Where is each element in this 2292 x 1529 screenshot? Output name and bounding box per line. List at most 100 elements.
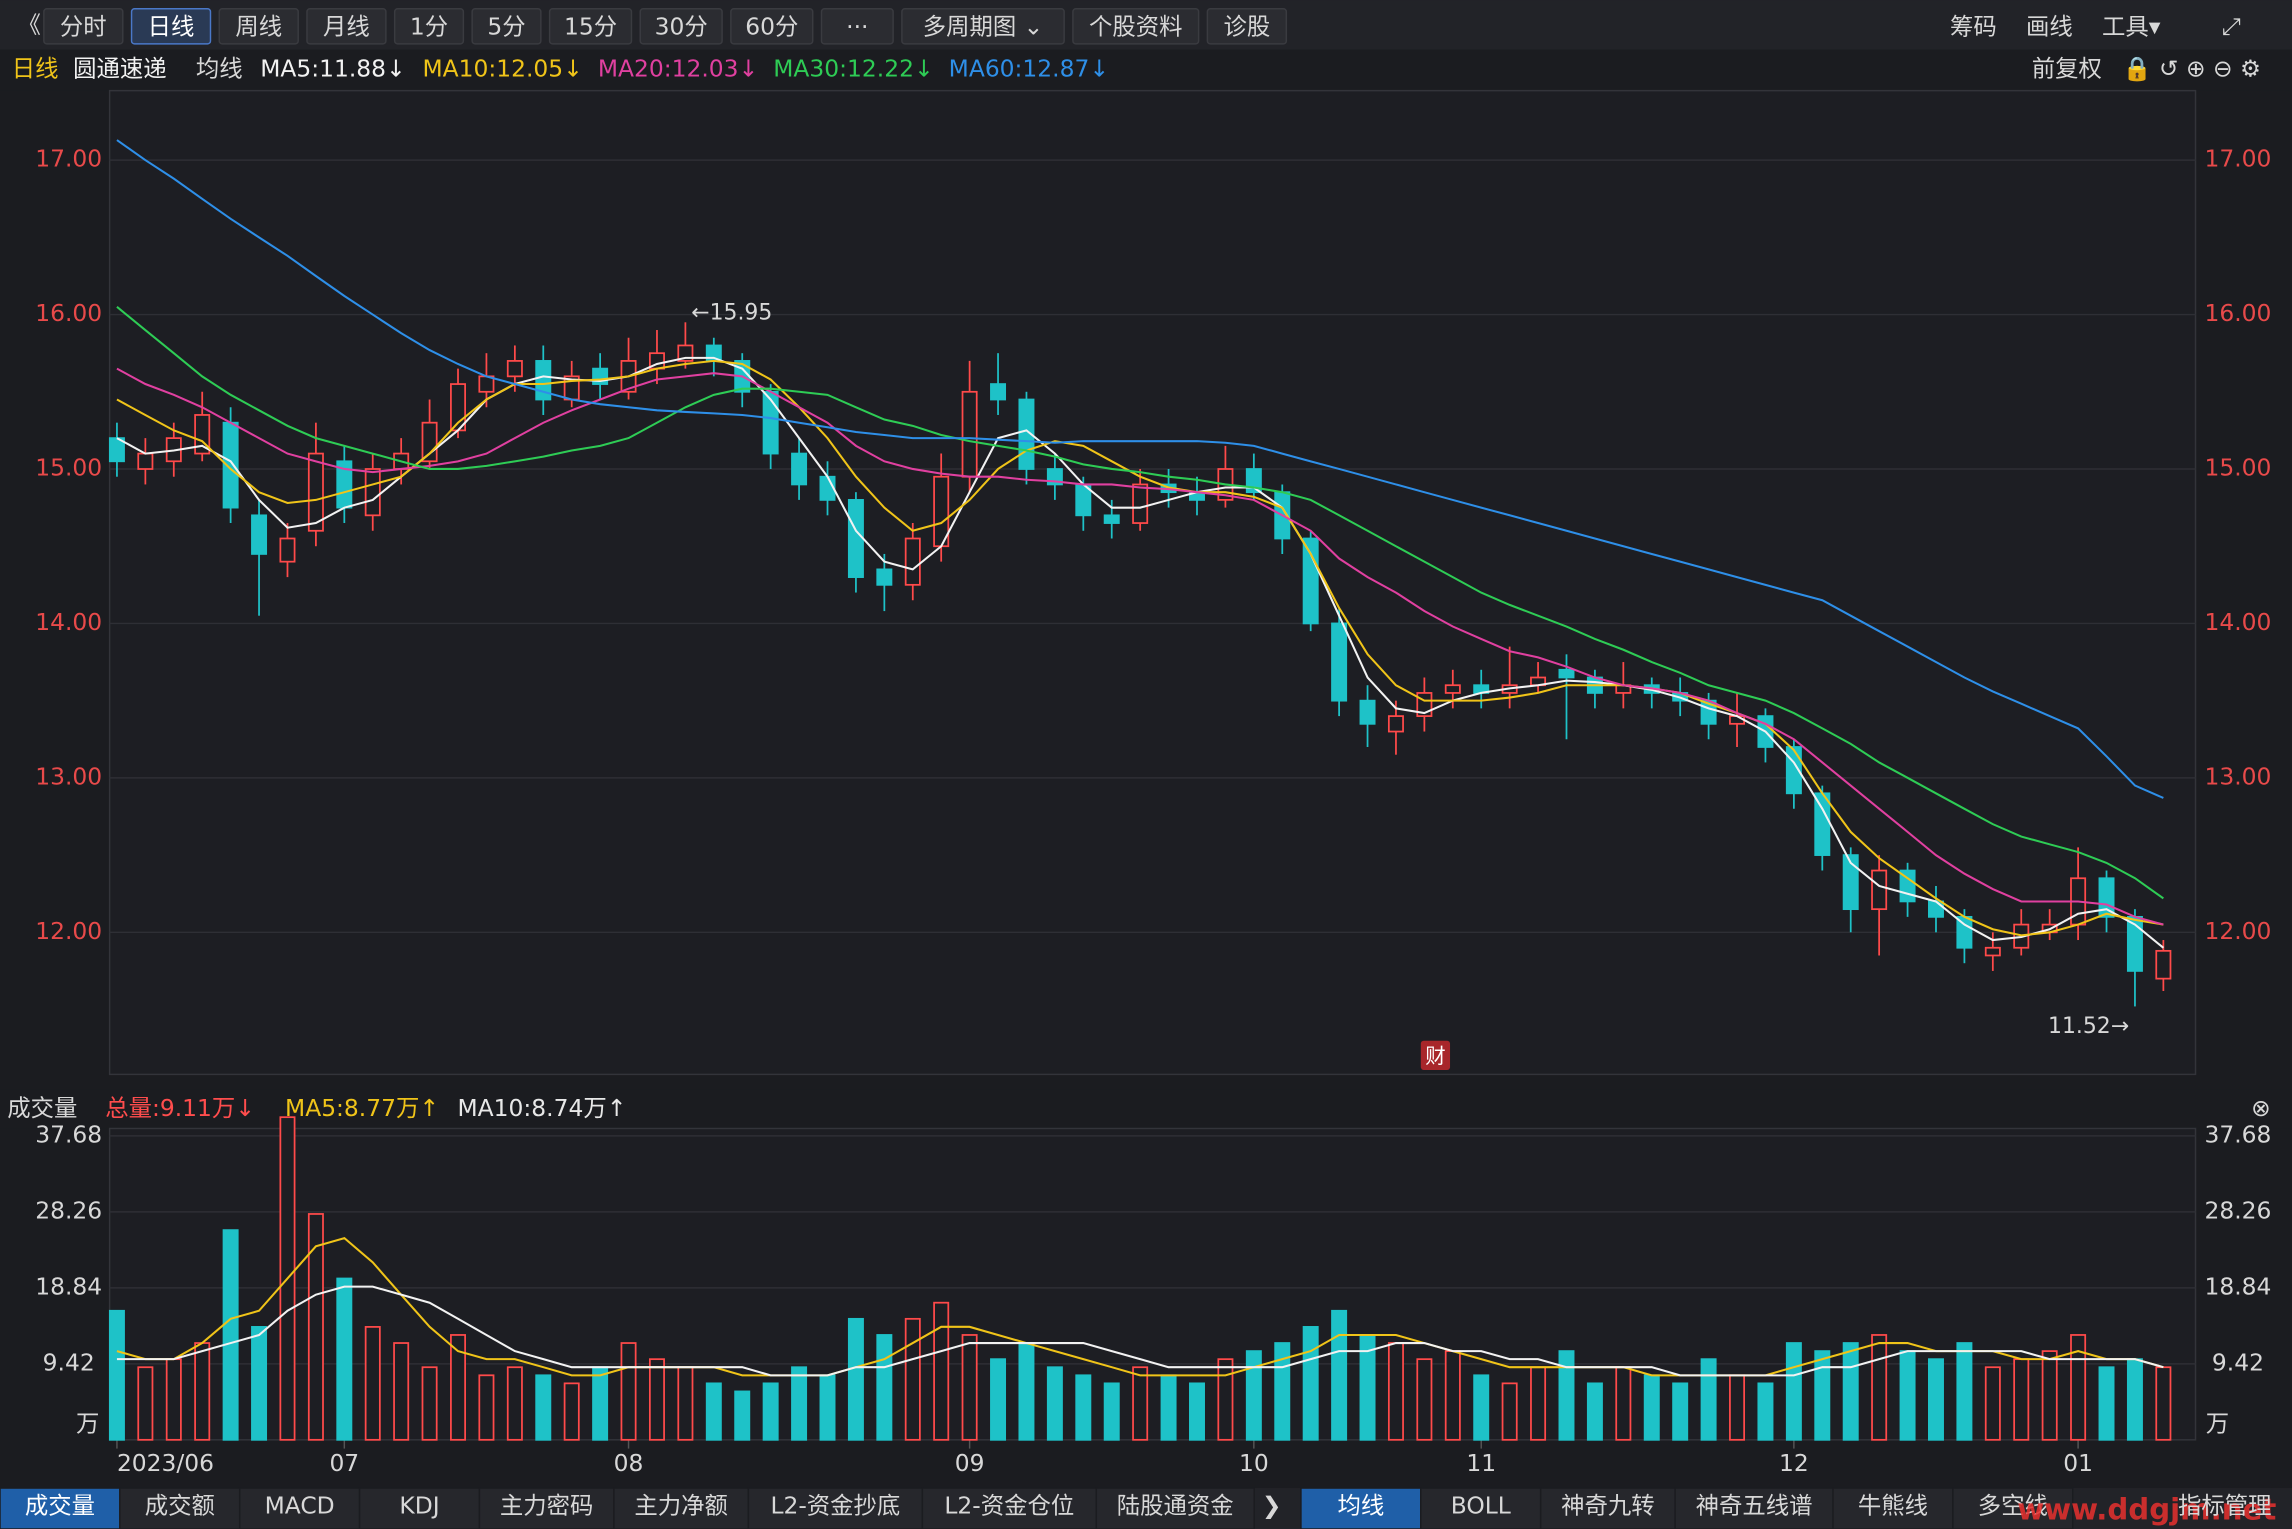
ma-legend: MA30:12.22↓ — [773, 55, 933, 83]
y-tick-label: 16.00 — [35, 299, 102, 327]
toolbar-button[interactable] — [130, 8, 212, 45]
indicator-tab-label[interactable]: 主力密码 — [500, 1492, 594, 1520]
volume-bar — [1018, 1342, 1035, 1441]
indicator-tab[interactable] — [613, 1487, 750, 1529]
volume-tick-label: 9.42 — [43, 1348, 95, 1376]
volume-bar — [819, 1374, 836, 1441]
toolbar-button[interactable] — [43, 8, 124, 45]
expand-icon[interactable]: ⤢ — [2222, 12, 2241, 40]
toolbar-right-label[interactable]: 筹码 — [1950, 12, 1997, 40]
volume-unit-right: 万 — [2206, 1410, 2229, 1438]
indicator-tab-label[interactable]: 成交额 — [145, 1492, 215, 1520]
toolbar-button[interactable] — [901, 8, 1065, 45]
volume-bar — [1842, 1342, 1859, 1441]
indicator-tab[interactable] — [238, 1487, 361, 1529]
overlay-tab-label[interactable]: 均线 — [1337, 1492, 1384, 1520]
indicator-tab[interactable] — [1095, 1487, 1255, 1529]
indicator-manage[interactable]: 指标管理 — [2178, 1492, 2272, 1520]
volume-bar — [1643, 1374, 1660, 1441]
volume-bar — [2126, 1358, 2143, 1441]
candle-body — [137, 452, 154, 470]
toolbar-right-label[interactable]: 工具▾ — [2102, 12, 2161, 40]
toolbar-button-label[interactable]: 5分 — [487, 12, 525, 40]
volume-bar — [904, 1317, 921, 1441]
volume-bar — [705, 1382, 722, 1441]
indicator-tab[interactable] — [747, 1487, 924, 1529]
adjust-label[interactable]: 前复权 — [2032, 55, 2102, 83]
toolbar-button[interactable] — [471, 8, 542, 45]
close-icon[interactable]: ⊗ — [2251, 1094, 2271, 1122]
volume-legend: 总量:9.11万↓ — [105, 1094, 255, 1122]
toolbar-button[interactable] — [820, 8, 894, 45]
tabs-more[interactable]: ❯ — [1262, 1492, 1282, 1520]
toolbar-button-label[interactable]: 分时 — [60, 12, 107, 40]
volume-bar — [1189, 1382, 1205, 1441]
volume-bar — [2155, 1366, 2172, 1441]
overlay-tab-label[interactable]: 多空线 — [1978, 1492, 2048, 1520]
news-badge[interactable] — [1420, 1040, 1451, 1071]
candle-body — [791, 452, 808, 486]
volume-bar — [165, 1358, 182, 1441]
overlay-tab[interactable] — [1674, 1487, 1834, 1529]
volume-bar — [648, 1358, 665, 1441]
toolbar-button-label[interactable]: 多周期图 ⌄ — [923, 12, 1044, 40]
overlay-tab[interactable] — [1539, 1487, 1676, 1529]
overlay-tab[interactable] — [1420, 1487, 1542, 1529]
toolbar-button-label[interactable]: 1分 — [410, 12, 448, 40]
volume-tick-label: 28.26 — [35, 1196, 102, 1224]
indicator-tab-label[interactable]: KDJ — [399, 1492, 439, 1520]
volume-tick-label: 18.84 — [35, 1272, 102, 1300]
toolbar-right-label[interactable]: 画线 — [2026, 12, 2073, 40]
candle-body — [1444, 684, 1461, 694]
toolbar-button[interactable] — [548, 8, 633, 45]
indicator-tab[interactable] — [478, 1487, 615, 1529]
overlay-tab[interactable] — [1952, 1487, 2074, 1529]
toolbar-button-label[interactable]: 15分 — [564, 12, 617, 40]
indicator-tab-label[interactable]: MACD — [265, 1492, 335, 1520]
overlay-tab[interactable] — [1832, 1487, 1954, 1529]
overlay-tab-label[interactable]: 牛熊线 — [1858, 1492, 1928, 1520]
toolbar-button-label[interactable]: 诊股 — [1223, 12, 1270, 40]
toolbar-button-label[interactable]: 个股资料 — [1089, 12, 1183, 40]
indicator-tab[interactable] — [119, 1487, 241, 1529]
indicator-tab[interactable] — [358, 1487, 481, 1529]
toolbar-button-label[interactable]: 30分 — [655, 12, 708, 40]
volume-bar — [364, 1326, 381, 1441]
toolbar-button-label[interactable]: 周线 — [235, 12, 282, 40]
watermark: www.ddgjm.net — [2017, 1492, 2276, 1526]
volume-bar — [1217, 1358, 1234, 1441]
overlay-tab-label[interactable]: 神奇九转 — [1561, 1492, 1655, 1520]
toolbar-button-label[interactable]: 60分 — [745, 12, 798, 40]
news-badge-label[interactable]: 财 — [1425, 1044, 1445, 1068]
y-tick-label-right: 13.00 — [2204, 762, 2271, 790]
ma-line — [116, 139, 2164, 799]
toolbar-button-label[interactable]: 日线 — [148, 12, 195, 40]
toolbar-button-label[interactable]: ··· — [846, 12, 868, 40]
overlay-tab-label[interactable]: BOLL — [1451, 1492, 1511, 1520]
toolbar-button[interactable] — [1206, 8, 1288, 45]
indicator-tab-label[interactable]: 主力净额 — [634, 1492, 728, 1520]
candle-body — [2098, 877, 2115, 918]
toolbar-button[interactable] — [306, 8, 387, 45]
candle-body — [990, 383, 1007, 401]
indicator-tab-label[interactable]: L2-资金仓位 — [944, 1492, 1074, 1520]
candle-body — [251, 514, 268, 555]
overlay-tab-label[interactable]: 神奇五线谱 — [1696, 1492, 1813, 1520]
toolbar-button[interactable] — [639, 8, 723, 45]
toolbar-button-label[interactable]: 月线 — [323, 12, 370, 40]
indicator-tab[interactable] — [921, 1487, 1098, 1529]
volume-bar — [194, 1342, 211, 1441]
y-tick-label: 15.00 — [35, 454, 102, 482]
toolbar-button[interactable] — [730, 8, 814, 45]
back-button[interactable]: 《 — [18, 11, 41, 39]
indicator-tab-label[interactable]: 成交量 — [25, 1492, 95, 1520]
volume-bar — [251, 1326, 268, 1441]
toolbar-button[interactable] — [393, 8, 465, 45]
indicator-tab-label[interactable]: L2-资金抄底 — [770, 1492, 900, 1520]
indicator-tab-label[interactable]: 陆股通资金 — [1117, 1492, 1234, 1520]
stock-name: 圆通速递 — [73, 55, 167, 83]
toolbar-button[interactable] — [218, 8, 299, 45]
volume-bar — [620, 1342, 637, 1441]
toolbar-button[interactable] — [1072, 8, 1200, 45]
toolbar-icons[interactable]: 🔒 ↺ ⊕ ⊖ ⚙ — [2122, 55, 2261, 83]
